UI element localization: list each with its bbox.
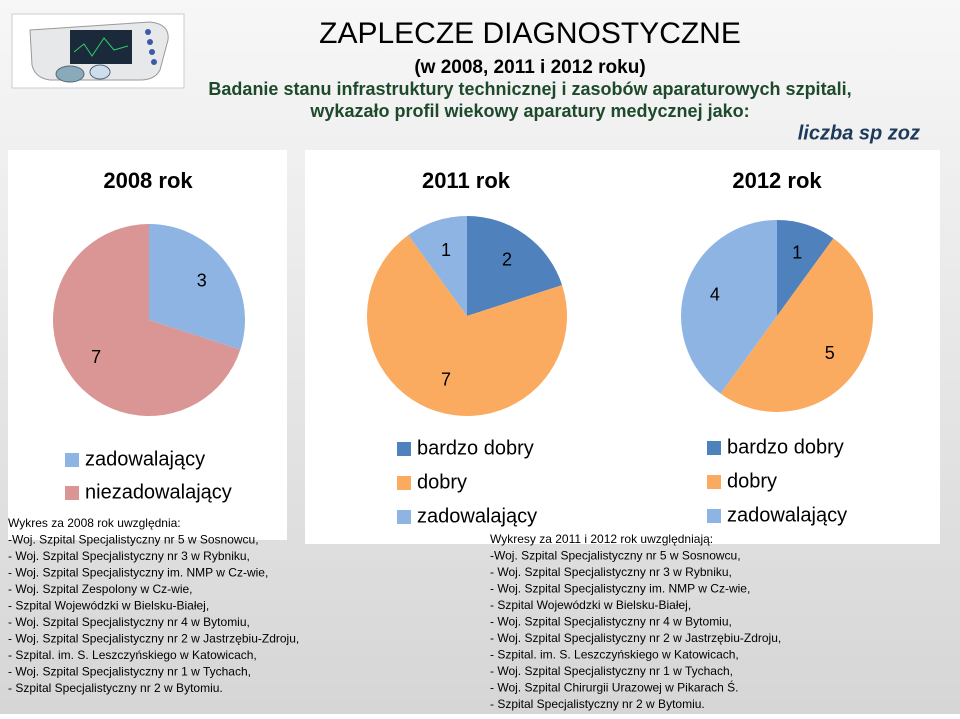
- data-label: 4: [710, 285, 720, 305]
- note-line: - Woj. Szpital Specjalistyczny nr 3 w Ry…: [8, 549, 250, 563]
- data-label: 3: [197, 270, 207, 290]
- legend-label: dobry: [727, 470, 777, 492]
- legend-swatch: [707, 441, 721, 455]
- legend-label: bardzo dobry: [727, 436, 844, 458]
- pie-slice: [53, 224, 241, 416]
- pie-slice: [467, 216, 563, 316]
- note-line: - Woj. Szpital Specjalistyczny nr 2 w Ja…: [490, 631, 781, 645]
- note-line: - Woj. Szpital Zespolony w Cz-wie,: [8, 582, 193, 596]
- unit-note: liczba sp zoz: [798, 122, 920, 144]
- legend-label: bardzo dobry: [417, 437, 534, 459]
- pie-slice: [681, 220, 777, 394]
- note-heading: Wykres za 2008 rok uwzględnia:: [8, 516, 181, 530]
- data-label: 1: [792, 243, 802, 263]
- data-label: 1: [441, 240, 451, 260]
- chart-title: 2012 rok: [732, 168, 822, 193]
- note-line: - Szpital Specjalistyczny nr 2 w Bytomiu…: [490, 697, 705, 711]
- note-line: - Szpital. im. S. Leszczyńskiego w Katow…: [490, 648, 739, 662]
- legend-swatch: [65, 453, 79, 467]
- data-label: 2: [502, 250, 512, 270]
- note-line: - Woj. Szpital Specjalistyczny nr 3 w Ry…: [490, 565, 732, 579]
- note-line: -Woj. Szpital Specjalistyczny nr 5 w Sos…: [8, 533, 259, 547]
- note-line: - Szpital. im. S. Leszczyńskiego w Katow…: [8, 648, 257, 662]
- pie-slice: [720, 238, 873, 412]
- note-line: - Woj. Szpital Specjalistyczny nr 4 w By…: [8, 615, 250, 629]
- note-line: - Woj. Szpital Specjalistyczny nr 1 w Ty…: [8, 665, 251, 679]
- note-line: - Woj. Szpital Specjalistyczny im. NMP w…: [490, 582, 750, 596]
- pie-slice: [149, 224, 245, 350]
- data-label: 5: [825, 343, 835, 363]
- chart-title: 2011 rok: [422, 168, 511, 193]
- data-label: 7: [441, 369, 451, 389]
- note-line: - Szpital Wojewódzki w Bielsku-Białej,: [8, 599, 209, 613]
- legend-label: niezadowalający: [85, 481, 232, 503]
- legend-swatch: [65, 486, 79, 500]
- note-line: - Woj. Szpital Specjalistyczny nr 1 w Ty…: [490, 664, 733, 678]
- legend-label: zadowalający: [417, 505, 537, 527]
- legend-label: zadowalający: [727, 504, 847, 526]
- subtitle: (w 2008, 2011 i 2012 roku): [414, 57, 645, 78]
- title: ZAPLECZE DIAGNOSTYCZNE: [319, 17, 741, 50]
- note-line: - Szpital Wojewódzki w Bielsku-Białej,: [490, 598, 691, 612]
- legend-label: zadowalający: [85, 448, 205, 470]
- legend-swatch: [707, 475, 721, 489]
- note-line: - Woj. Szpital Specjalistyczny nr 4 w By…: [490, 615, 732, 629]
- pie-slice: [777, 220, 834, 316]
- pie-slice: [367, 235, 567, 416]
- legend-swatch: [707, 509, 721, 523]
- note-line: - Woj. Szpital Specjalistyczny nr 2 w Ja…: [8, 632, 299, 646]
- pie-slice: [408, 216, 467, 316]
- note-line: - Szpital Specjalistyczny nr 2 w Bytomiu…: [8, 681, 223, 695]
- note-line: - Woj. Szpital Specjalistyczny im. NMP w…: [8, 566, 268, 580]
- description: Badanie stanu infrastruktury technicznej…: [208, 79, 851, 99]
- note-line: - Woj. Szpital Chirurgii Urazowej w Pika…: [490, 680, 739, 695]
- chart-title: 2008 rok: [103, 168, 193, 193]
- description: wykazało profil wiekowy aparatury medycz…: [309, 101, 749, 121]
- legend-swatch: [397, 476, 411, 490]
- note-line: -Woj. Szpital Specjalistyczny nr 5 w Sos…: [490, 549, 741, 563]
- device-image: [11, 13, 185, 89]
- legend-label: dobry: [417, 471, 467, 493]
- legend-swatch: [397, 442, 411, 456]
- note-heading: Wykresy za 2011 i 2012 rok uwzględniają:: [490, 532, 713, 546]
- legend-swatch: [397, 510, 411, 524]
- data-label: 7: [91, 347, 101, 367]
